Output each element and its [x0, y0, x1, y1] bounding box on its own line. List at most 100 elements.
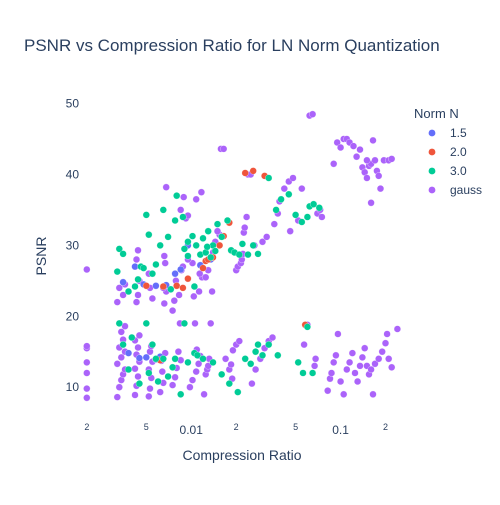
data-point-3.0	[142, 211, 150, 219]
data-point-1.5	[152, 282, 160, 290]
legend-title: Norm N	[414, 106, 459, 121]
data-point-gauss	[235, 337, 243, 345]
data-point-2.0	[241, 169, 249, 177]
data-point-gauss	[175, 291, 183, 299]
data-point-3.0	[247, 360, 255, 368]
data-point-3.0	[159, 206, 167, 214]
data-point-gauss	[134, 343, 142, 352]
data-point-3.0	[167, 285, 175, 293]
y-tick-label: 20	[66, 309, 80, 323]
data-point-gauss	[354, 377, 362, 386]
data-point-3.0	[238, 240, 246, 248]
data-point-gauss	[227, 360, 235, 369]
data-point-gauss	[113, 298, 121, 306]
data-point-gauss	[332, 351, 340, 359]
data-point-gauss	[115, 284, 123, 292]
data-point-3.0	[265, 341, 273, 349]
data-point-gauss	[369, 136, 377, 144]
legend-label: 1.5	[450, 126, 467, 140]
data-point-gauss	[196, 270, 204, 278]
data-point-gauss	[309, 110, 317, 118]
y-tick-label: 40	[66, 167, 80, 181]
legend-items: 1.5 2.0 3.0 gauss	[428, 126, 482, 197]
data-point-3.0	[213, 220, 222, 228]
data-point-2.0	[179, 284, 187, 292]
data-point-gauss	[367, 199, 375, 207]
data-point-gauss	[121, 322, 129, 330]
data-point-3.0	[310, 200, 318, 208]
data-point-3.0	[225, 380, 233, 388]
x-tick-label: 2	[84, 422, 89, 432]
data-point-gauss	[371, 156, 379, 164]
data-point-gauss	[358, 353, 366, 361]
data-point-3.0	[140, 264, 148, 272]
legend-marker	[428, 167, 436, 175]
data-point-2.0	[142, 282, 150, 290]
data-point-2.0	[159, 282, 167, 291]
data-point-gauss	[190, 292, 198, 300]
x-tick-label: 2	[383, 422, 388, 432]
data-point-3.0	[124, 287, 133, 296]
data-point-gauss	[369, 390, 377, 398]
data-point-gauss	[353, 153, 361, 161]
data-point-gauss	[158, 368, 166, 376]
data-point-3.0	[173, 192, 181, 200]
data-point-gauss	[280, 185, 288, 193]
data-point-2.0	[173, 282, 181, 290]
data-point-3.0	[274, 351, 282, 359]
data-point-3.0	[303, 323, 311, 331]
data-point-gauss	[132, 255, 141, 264]
data-point-gauss	[191, 319, 199, 327]
data-point-gauss	[197, 188, 205, 196]
data-point-3.0	[254, 341, 262, 349]
data-point-1.5	[142, 353, 150, 361]
data-point-gauss	[248, 380, 256, 388]
data-point-3.0	[115, 245, 123, 253]
data-point-gauss	[171, 373, 179, 381]
data-point-3.0	[258, 351, 267, 359]
legend-label: 2.0	[450, 145, 467, 159]
data-point-gauss	[135, 331, 143, 339]
data-point-gauss	[270, 220, 278, 228]
data-point-3.0	[299, 369, 307, 377]
data-point-gauss	[333, 138, 341, 147]
data-point-gauss	[134, 246, 142, 254]
data-point-gauss	[186, 383, 194, 391]
data-point-1.5	[119, 278, 127, 286]
data-point-3.0	[115, 319, 123, 327]
x-tick-label: 0.1	[332, 423, 349, 437]
data-point-gauss	[263, 233, 271, 241]
data-point-gauss	[300, 341, 308, 349]
data-point-gauss	[220, 145, 228, 153]
data-point-3.0	[285, 190, 293, 198]
data-point-3.0	[152, 260, 160, 269]
data-point-gauss	[170, 297, 178, 305]
data-point-3.0	[265, 174, 273, 182]
data-point-3.0	[179, 213, 187, 221]
data-point-2.0	[249, 167, 257, 175]
data-point-3.0	[156, 241, 164, 249]
data-point-gauss	[192, 195, 200, 203]
data-point-3.0	[134, 275, 142, 283]
data-point-gauss	[346, 358, 354, 366]
data-point-gauss	[343, 365, 351, 374]
data-point-3.0	[309, 369, 317, 377]
data-point-3.0	[298, 218, 306, 226]
data-point-gauss	[327, 369, 336, 377]
data-point-3.0	[164, 372, 172, 381]
data-point-3.0	[135, 380, 143, 388]
data-point-gauss	[83, 265, 91, 274]
data-point-3.0	[192, 241, 200, 249]
data-point-gauss	[115, 383, 123, 391]
data-point-gauss	[145, 392, 153, 400]
data-point-gauss	[188, 376, 197, 384]
data-point-gauss	[83, 369, 91, 377]
data-point-gauss	[381, 339, 390, 347]
data-point-gauss	[298, 185, 306, 193]
data-point-3.0	[277, 195, 285, 203]
data-point-3.0	[211, 247, 219, 255]
data-point-3.0	[199, 355, 207, 363]
data-point-gauss	[334, 330, 342, 338]
data-point-gauss	[351, 369, 359, 377]
data-point-gauss	[160, 252, 168, 260]
